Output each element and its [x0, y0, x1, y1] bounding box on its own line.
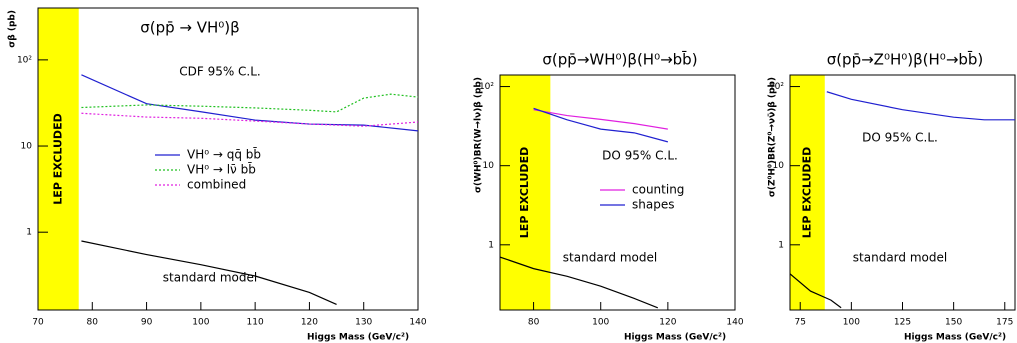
x-tick-label: 90 [141, 318, 153, 328]
x-tick-label: 110 [247, 318, 264, 328]
x-tick-label: 70 [32, 318, 44, 328]
annotation: standard model [563, 251, 657, 265]
y-tick-label: 10² [479, 82, 494, 92]
y-tick-label: 1 [488, 240, 494, 250]
x-tick-label: 120 [301, 318, 318, 328]
annotation: DO 95% C.L. [602, 149, 678, 163]
plot-frame [37, 7, 419, 311]
x-tick-label: 120 [659, 318, 676, 328]
x-tick-label: 75 [795, 318, 806, 328]
y-tick-label: 10 [773, 161, 785, 171]
annotation: standard model [163, 271, 257, 285]
x-tick-label: 100 [192, 318, 209, 328]
x-tick-label: 100 [843, 318, 860, 328]
y-tick-label: 1 [778, 240, 784, 250]
excluded-band [38, 8, 79, 310]
series-line [533, 109, 668, 130]
x-tick-label: 80 [87, 318, 99, 328]
excluded-label: LEP EXCLUDED [800, 147, 813, 238]
chart-title: σ(pp̄→WH⁰)β(H⁰→bb̄) [542, 50, 697, 69]
series-line [533, 107, 669, 143]
excluded-label: LEP EXCLUDED [518, 147, 531, 238]
y-tick-label: 1 [26, 228, 32, 238]
annotation: standard model [853, 251, 947, 265]
y-axis-label: σ(Z⁰H⁰)BR(Z⁰→νν̄)β (pb) [768, 77, 778, 197]
series-line [81, 112, 418, 127]
x-tick-label: 175 [996, 318, 1013, 328]
x-tick-label: 150 [945, 318, 962, 328]
legend-label: counting [632, 183, 684, 197]
y-axis-label: σ(WH⁰)BR(W→lν)β (pb) [474, 77, 484, 193]
chart-title: σ(pp̄ → VH⁰)β [140, 19, 240, 37]
series-line [826, 91, 1015, 121]
x-tick-label: 130 [355, 318, 372, 328]
series-line [790, 273, 842, 309]
series-line [81, 93, 418, 113]
plot-frame [499, 74, 736, 311]
legend-label: VH⁰ → lν̄ bb̄ [187, 162, 256, 176]
x-tick-label: 80 [528, 318, 540, 328]
y-tick-label: 10² [769, 82, 784, 92]
series-line [81, 240, 337, 305]
chart-title: σ(pp̄→Z⁰H⁰)β(H⁰→bb̄) [827, 50, 984, 69]
legend-label: shapes [632, 198, 674, 212]
x-tick-label: 140 [409, 318, 426, 328]
y-tick-label: 10 [21, 142, 33, 152]
y-tick-label: 10² [17, 55, 32, 65]
excluded-label: LEP EXCLUDED [51, 113, 64, 204]
annotation: DO 95% C.L. [862, 131, 938, 145]
annotation: CDF 95% C.L. [179, 65, 261, 79]
x-tick-label: 125 [894, 318, 911, 328]
legend-label: combined [187, 178, 246, 192]
x-axis-label: Higgs Mass (GeV/c²) [307, 333, 409, 343]
y-tick-label: 10 [483, 161, 495, 171]
x-axis-label: Higgs Mass (GeV/c²) [624, 333, 726, 343]
legend-label: VH⁰ → qq̄ bb̄ [187, 147, 261, 161]
x-tick-label: 100 [592, 318, 609, 328]
x-axis-label: Higgs Mass (GeV/c²) [904, 333, 1006, 343]
series-line [500, 256, 659, 309]
series-line [81, 74, 418, 132]
excluded-band [790, 75, 825, 310]
y-axis-label: σβ (pb) [8, 10, 18, 48]
x-tick-label: 140 [726, 318, 743, 328]
